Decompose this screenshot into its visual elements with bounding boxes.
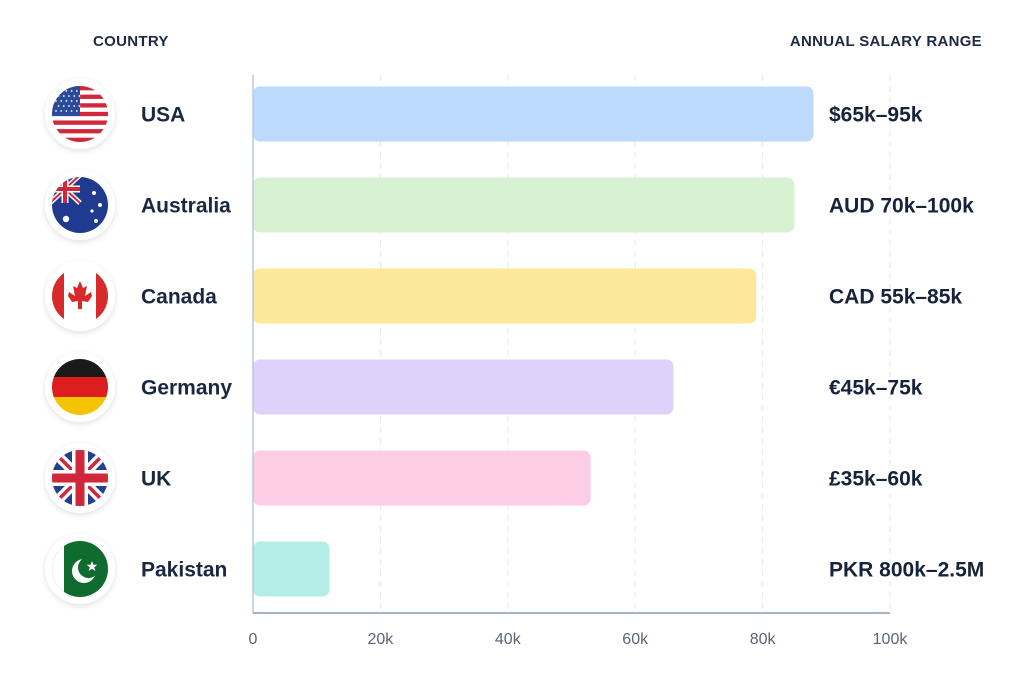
salary-range-column-header: ANNUAL SALARY RANGE [789,33,982,50]
salary-range-label: PKR 800k–2.5M [829,559,984,582]
salary-range-label: £35k–60k [829,468,923,491]
bar-pakistan [253,541,330,597]
country-label: Pakistan [141,559,227,582]
salary-range-label: $65k–95k [829,104,923,127]
canada-flag-icon [45,261,115,331]
country-label: Australia [141,195,231,218]
pakistan-flag-icon [45,534,115,604]
germany-flag-icon [45,352,115,422]
uk-flag-icon [45,443,115,513]
x-tick-label: 20k [368,631,395,648]
x-tick-label: 100k [873,631,909,648]
x-tick-label: 60k [622,631,649,648]
country-label: USA [141,104,185,127]
country-label: Canada [141,286,217,309]
bar-australia [253,177,795,233]
salary-range-label: AUD 70k–100k [829,195,974,218]
country-column-header: COUNTRY [93,33,169,50]
australia-flag-icon [45,170,115,240]
bar-canada [253,268,757,324]
country-label: UK [141,468,171,491]
salary-range-label: €45k–75k [829,377,923,400]
bar-uk [253,450,591,506]
x-tick-label: 0 [249,631,258,648]
bar-germany [253,359,674,415]
salary-range-label: CAD 55k–85k [829,286,962,309]
x-tick-label: 40k [495,631,522,648]
usa-flag-icon [45,79,115,149]
bar-usa [253,86,814,142]
country-label: Germany [141,377,232,400]
x-tick-label: 80k [750,631,777,648]
